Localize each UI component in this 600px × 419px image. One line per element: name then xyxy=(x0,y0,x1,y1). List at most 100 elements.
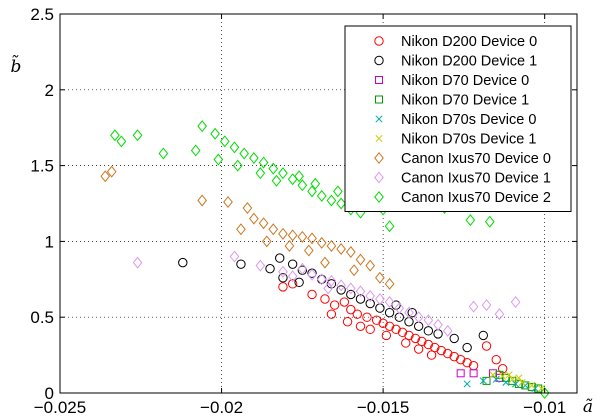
data-point xyxy=(255,167,266,180)
data-point xyxy=(462,342,472,353)
legend-label: Nikon D200 Device 1 xyxy=(401,54,537,70)
data-point xyxy=(326,239,337,252)
data-point xyxy=(278,265,288,278)
data-point xyxy=(307,289,317,300)
data-point xyxy=(365,298,375,309)
data-point xyxy=(375,271,385,284)
data-point xyxy=(219,135,230,148)
data-point xyxy=(423,339,434,350)
data-point xyxy=(278,273,288,283)
y-tick-label: 2 xyxy=(45,81,54,100)
data-point xyxy=(297,179,308,192)
data-point xyxy=(384,277,395,290)
data-point xyxy=(326,274,337,287)
data-point xyxy=(345,246,356,259)
data-point xyxy=(465,214,476,227)
data-point xyxy=(512,380,520,388)
series-6 xyxy=(100,165,395,290)
data-point xyxy=(384,307,395,318)
data-point xyxy=(346,304,356,315)
data-point xyxy=(436,345,446,356)
legend: Nikon D200 Device 0 Nikon D200 Device 1 Ni… xyxy=(344,25,572,212)
data-point xyxy=(442,324,453,337)
data-point xyxy=(307,232,317,245)
data-point xyxy=(404,306,414,319)
data-point xyxy=(271,174,282,187)
plot-frame xyxy=(59,13,578,394)
data-point xyxy=(423,314,434,327)
legend-marker xyxy=(374,152,384,164)
data-point xyxy=(349,264,359,277)
data-point xyxy=(287,279,298,289)
series-5 xyxy=(489,371,546,393)
data-point xyxy=(449,333,459,344)
data-point xyxy=(365,289,376,302)
data-point xyxy=(336,197,346,210)
data-point xyxy=(505,371,513,379)
x-axis-label: ã xyxy=(583,397,593,417)
data-point xyxy=(297,230,308,243)
legend-label: Nikon D70s Device 0 xyxy=(401,112,536,128)
data-point xyxy=(255,259,266,272)
data-point xyxy=(371,315,382,325)
data-point xyxy=(190,144,201,157)
data-point xyxy=(249,152,259,165)
data-point xyxy=(333,185,343,198)
data-point xyxy=(365,324,375,335)
series-1 xyxy=(178,253,488,353)
data-point xyxy=(384,321,395,331)
data-point xyxy=(287,229,298,242)
data-point xyxy=(394,302,405,315)
data-point xyxy=(449,351,459,362)
x-tick-label: −0.01 xyxy=(523,398,566,417)
data-point xyxy=(294,277,304,288)
data-point xyxy=(132,256,143,269)
data-point xyxy=(481,299,492,312)
data-point xyxy=(268,223,279,236)
data-point xyxy=(336,242,346,255)
data-point xyxy=(384,296,395,309)
data-point xyxy=(355,253,366,266)
data-point xyxy=(481,341,492,351)
data-point xyxy=(303,244,314,257)
data-point xyxy=(492,375,500,383)
data-point xyxy=(482,376,491,385)
data-point xyxy=(521,381,530,390)
data-point xyxy=(488,369,497,378)
data-point xyxy=(116,135,127,148)
axis-ticks: −0.025 −0.02 −0.015 −0.01 0 0.5 1 1.5 2 2.5 xyxy=(30,5,577,417)
data-point xyxy=(342,317,353,327)
data-point xyxy=(178,257,188,268)
data-point xyxy=(515,374,523,382)
data-point xyxy=(265,263,275,274)
data-point xyxy=(268,162,279,175)
data-point xyxy=(278,167,288,180)
y-tick-label: 1.5 xyxy=(30,157,54,176)
data-point xyxy=(528,381,536,389)
data-point xyxy=(158,147,169,160)
data-point xyxy=(336,285,346,295)
data-point xyxy=(346,289,356,300)
data-point xyxy=(391,324,401,335)
data-point xyxy=(320,294,330,304)
data-point xyxy=(491,354,501,365)
data-point xyxy=(242,202,253,215)
data-point xyxy=(287,270,298,283)
data-point xyxy=(527,382,536,391)
series-8 xyxy=(110,120,550,399)
data-point xyxy=(258,217,269,230)
legend-marker xyxy=(374,55,384,66)
data-point xyxy=(413,344,424,354)
data-point xyxy=(433,318,443,331)
legend-marker xyxy=(375,134,383,143)
legend-label: Canon Ixus70 Device 1 xyxy=(401,171,551,187)
data-point xyxy=(249,212,259,225)
data-point xyxy=(375,303,385,313)
data-point xyxy=(275,253,285,263)
data-point xyxy=(410,333,421,344)
legend-marker xyxy=(375,76,383,84)
data-point xyxy=(258,156,269,169)
data-point xyxy=(426,350,437,360)
x-tick-label: −0.015 xyxy=(357,398,409,417)
series-0 xyxy=(278,279,508,374)
